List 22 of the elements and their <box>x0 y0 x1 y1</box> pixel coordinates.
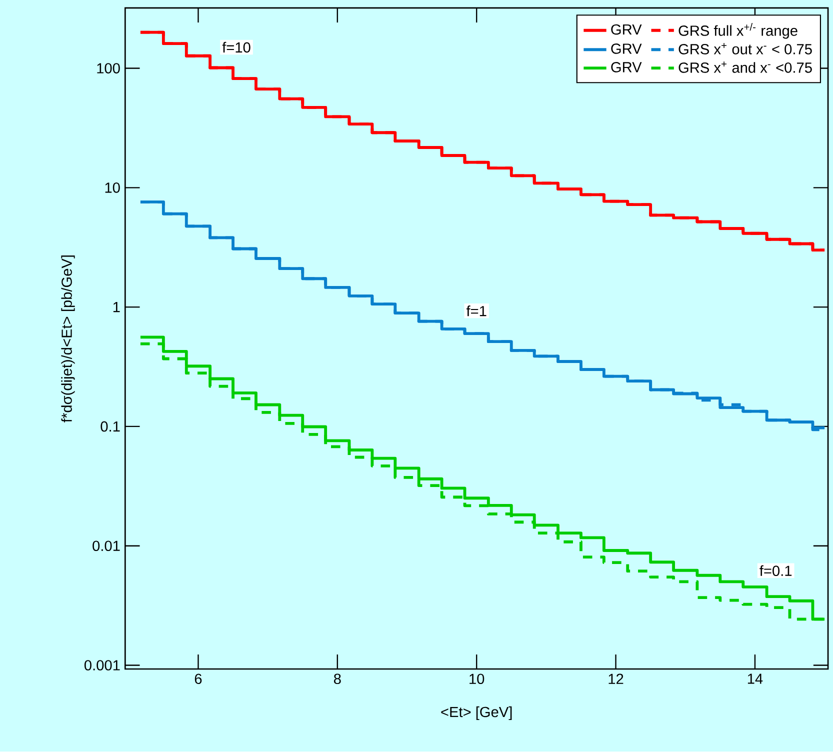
y-tick-label: 0.1 <box>100 421 120 432</box>
x-tick-label: 14 <box>748 674 763 684</box>
annotation: f=1 <box>466 306 486 316</box>
legend-label: GRV <box>611 62 642 73</box>
x-tick-label: 10 <box>470 674 484 684</box>
legend-label: GRS x$^{+}$ and x$^{-}$ <0.75 <box>678 62 812 74</box>
x-tick-label: 6 <box>194 674 202 684</box>
legend-label: GRV <box>611 44 642 54</box>
x-tick-label: 12 <box>608 674 624 684</box>
legend-label: GRV <box>611 24 642 35</box>
x-axis-title: <Et> [GeV] <box>441 706 512 720</box>
x-tick-label: 8 <box>334 674 341 684</box>
y-tick-label: 1 <box>113 302 120 312</box>
y-tick-label: 100 <box>97 63 120 74</box>
y-axis-title: f*dσ(dijet)/d<Et> [pb/GeV] <box>61 256 75 422</box>
annotation: f=10 <box>222 42 250 53</box>
annotation: f=0.1 <box>760 565 792 576</box>
y-tick-label: 0.001 <box>84 660 120 671</box>
legend-label: GRS x$^{+}$ out x$^{-}$ < 0.75 <box>678 43 812 55</box>
legend-label: GRS full x$^{+/-}$ range <box>678 23 798 39</box>
y-tick-label: 10 <box>105 182 120 194</box>
y-tick-label: 0.01 <box>92 540 120 552</box>
